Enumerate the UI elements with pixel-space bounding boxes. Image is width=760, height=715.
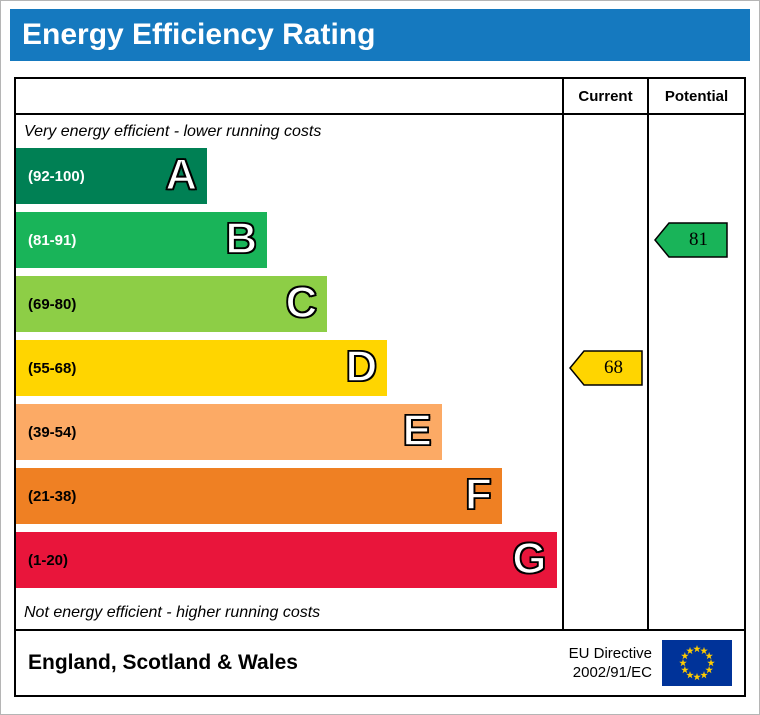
potential-column: 81 <box>647 115 744 629</box>
table-footer: England, Scotland & Wales EU Directive 2… <box>16 629 744 695</box>
band-range-d: (55-68) <box>28 359 77 377</box>
column-header-current: Current <box>562 79 647 115</box>
eu-directive-line2: 2002/91/EC <box>572 664 652 681</box>
bottom-note: Not energy efficient - higher running co… <box>24 603 321 621</box>
current-pointer: 68 <box>569 350 643 386</box>
band-range-a: (92-100) <box>28 167 85 185</box>
band-row-f: (21-38) F <box>16 468 562 532</box>
current-arrow-icon <box>569 350 643 386</box>
band-letter-e: E <box>402 405 433 456</box>
page-title: Energy Efficiency Rating <box>10 9 750 61</box>
band-row-e: (39-54) E <box>16 404 562 468</box>
band-range-c: (69-80) <box>28 295 77 313</box>
band-row-g: (1-20) G <box>16 532 562 596</box>
band-bar-d: (55-68) D <box>16 340 388 396</box>
region-label: England, Scotland & Wales <box>28 651 298 674</box>
rating-chart: Very energy efficient - lower running co… <box>16 115 562 629</box>
band-row-c: (69-80) C <box>16 276 562 340</box>
band-row-d: (55-68) D <box>16 340 562 404</box>
potential-pointer: 81 <box>654 222 728 258</box>
current-column: 68 <box>562 115 647 629</box>
column-header-potential: Potential <box>647 79 744 115</box>
top-note: Very energy efficient - lower running co… <box>24 122 322 140</box>
potential-arrow-icon <box>654 222 728 258</box>
eu-flag-icon <box>662 640 732 686</box>
band-range-g: (1-20) <box>28 551 69 569</box>
eu-directive-label: EU Directive 2002/91/EC <box>569 644 652 683</box>
band-letter-f: F <box>464 469 492 520</box>
band-bar-c: (69-80) C <box>16 276 328 332</box>
band-bar-f: (21-38) F <box>16 468 502 524</box>
band-row-a: (92-100) A <box>16 148 562 212</box>
band-row-b: (81-91) B <box>16 212 562 276</box>
band-bar-g: (1-20) G <box>16 532 557 588</box>
band-bar-e: (39-54) E <box>16 404 442 460</box>
band-range-e: (39-54) <box>28 423 77 441</box>
band-bar-b: (81-91) B <box>16 212 268 268</box>
potential-value: 81 <box>689 229 708 250</box>
band-letter-c: C <box>285 277 318 328</box>
epc-table: Current Potential Very energy efficient … <box>14 77 746 697</box>
band-letter-a: A <box>165 149 198 200</box>
current-value: 68 <box>604 357 623 378</box>
band-range-f: (21-38) <box>28 487 77 505</box>
header-spacer <box>16 79 562 115</box>
band-letter-b: B <box>225 213 258 264</box>
eu-directive-line1: EU Directive <box>568 644 652 662</box>
band-letter-d: D <box>345 341 378 392</box>
eu-flag-wrap <box>662 640 732 686</box>
band-range-b: (81-91) <box>28 231 77 249</box>
band-letter-g: G <box>511 533 547 584</box>
band-bar-a: (92-100) A <box>16 148 208 204</box>
